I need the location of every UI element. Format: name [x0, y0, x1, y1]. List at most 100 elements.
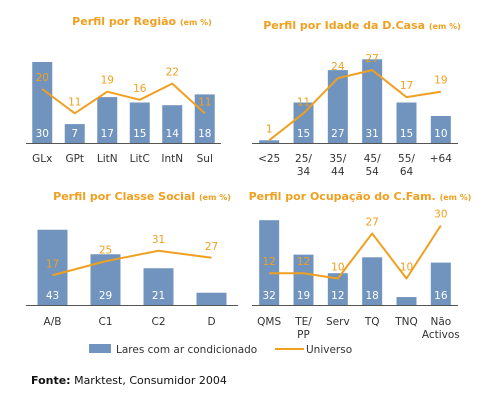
x-tick-label: C2	[151, 316, 165, 328]
bar	[259, 140, 280, 143]
x-tick-label: Serv	[326, 316, 350, 328]
x-tick-label: A/B	[44, 316, 62, 328]
bar-value-label: 14	[166, 128, 180, 140]
legend-line-label: Universo	[306, 344, 352, 356]
universo-line	[268, 69, 441, 142]
x-tick-label-line: C2	[151, 316, 165, 328]
line-value-label: 27	[365, 53, 378, 65]
chart-panel-3: Perfil por Classe Social (em %) 43 29 21 7 A/…	[26, 190, 238, 328]
x-tick-label-line: 34	[297, 166, 311, 178]
x-tick-label-line: 45/	[364, 153, 381, 165]
bar-value-label: 15	[297, 128, 310, 140]
bar-value-label: 12	[331, 290, 344, 302]
line-value-label: 1	[266, 123, 273, 135]
line-value-label: 27	[365, 216, 378, 228]
x-tick-label-line: LitC	[130, 153, 150, 165]
bar	[90, 254, 121, 305]
x-tick-label: 55/64	[398, 153, 415, 178]
x-tick-label-line: TNQ	[394, 316, 418, 328]
bar	[362, 59, 383, 143]
chart-title-unit: (em %)	[199, 193, 231, 202]
chart-panel-1: Perfil por Região (em %) 30 7 17 15 14 18 GLx GP…	[26, 15, 221, 165]
bar	[259, 220, 280, 305]
source-text: Marktest, Consumidor 2004	[70, 374, 227, 387]
bar	[293, 254, 314, 305]
x-tick-label-line: Não	[430, 316, 451, 328]
chart-panel-2: Perfil por Idade da D.Casa (em %) 1 15 27 31…	[252, 19, 461, 178]
x-tick-label-line: GLx	[32, 153, 52, 165]
x-tick-label-line: Sul	[197, 153, 213, 165]
x-tick-label: Não Activos	[422, 316, 460, 341]
x-tick-label-line: QMS	[257, 316, 281, 328]
x-tick-label: GLx	[32, 153, 52, 165]
bar	[430, 262, 451, 305]
legend-bar-swatch	[89, 344, 111, 353]
x-tick-label: +64	[430, 153, 452, 165]
bar-value-label: 18	[198, 128, 211, 140]
line-value-label: 19	[434, 75, 447, 87]
bar-value-label: 3	[403, 285, 410, 297]
line-value-label: 17	[46, 258, 59, 270]
bar-value-label: 7	[71, 128, 78, 140]
bar-value-label: 16	[434, 290, 448, 302]
universo-line	[269, 224, 442, 280]
chart-title: Perfil por Idade da D.Casa (em %)	[263, 19, 461, 32]
x-tick-label-line: 55/	[398, 153, 415, 165]
x-tick-label: TNQ	[394, 316, 418, 328]
line-value-label: 11	[198, 96, 211, 108]
bar-value-label: 21	[152, 290, 165, 302]
x-tick-label-line: 25/	[295, 153, 312, 165]
bar-value-label: 15	[400, 128, 413, 140]
bar	[194, 94, 215, 143]
bar	[293, 102, 314, 143]
bar	[327, 273, 348, 305]
x-tick-label-line: 44	[331, 166, 345, 178]
bar	[64, 124, 85, 143]
line-value-label: 31	[152, 234, 165, 246]
legend: Lares com ar condicionado Universo	[89, 344, 352, 356]
line-value-label: 12	[297, 256, 310, 268]
chart-title-unit: (em %)	[440, 193, 472, 202]
bar	[430, 116, 451, 143]
bar-value-label: 17	[101, 128, 114, 140]
bar-value-label: 31	[365, 128, 378, 140]
x-tick-label: 25/34	[295, 153, 312, 178]
bar	[129, 102, 150, 143]
line-value-label: 19	[101, 75, 114, 87]
x-tick-label-line: 54	[365, 166, 379, 178]
bar	[97, 97, 118, 143]
x-tick-label: TQ	[364, 316, 380, 328]
x-tick-label: TE/PP	[294, 316, 312, 341]
chart-title: Perfil por Ocupação do C.Fam. (em %)	[249, 190, 472, 203]
x-tick-label-line: PP	[297, 329, 310, 341]
line-value-label: 30	[434, 209, 447, 221]
x-tick-label-line: Serv	[326, 316, 350, 328]
bar-value-label: 15	[133, 128, 146, 140]
line-value-label: 11	[68, 96, 81, 108]
bar-value-label: 43	[46, 290, 59, 302]
chart-panel-4: Perfil por Ocupação do C.Fam. (em %) 32 19…	[249, 190, 472, 341]
x-tick-label: 45/54	[364, 153, 381, 178]
line-value-label: 27	[205, 241, 218, 253]
bar-value-label: 27	[331, 128, 344, 140]
x-tick-label-line: 64	[400, 166, 414, 178]
bar	[32, 62, 53, 143]
x-tick-label: D	[207, 316, 215, 328]
bar-value-label: 18	[365, 290, 378, 302]
x-tick-label: LitC	[130, 153, 150, 165]
source-note: Fonte: Marktest, Consumidor 2004	[31, 374, 227, 387]
bar	[396, 297, 417, 305]
x-tick-label: GPt	[65, 153, 84, 165]
line-value-label: 11	[297, 96, 310, 108]
x-tick-label: 35/44	[329, 153, 346, 178]
bar	[143, 268, 174, 305]
chart-title-unit: (em %)	[429, 22, 461, 31]
x-tick-label-line: TQ	[364, 316, 380, 328]
x-tick-label: IntN	[161, 153, 183, 165]
bar-value-label: 10	[434, 128, 447, 140]
line-value-label: 25	[99, 244, 112, 256]
x-tick-label-line: <25	[258, 153, 280, 165]
bar-value-label: 19	[297, 290, 310, 302]
bar-value-label: 32	[262, 290, 275, 302]
